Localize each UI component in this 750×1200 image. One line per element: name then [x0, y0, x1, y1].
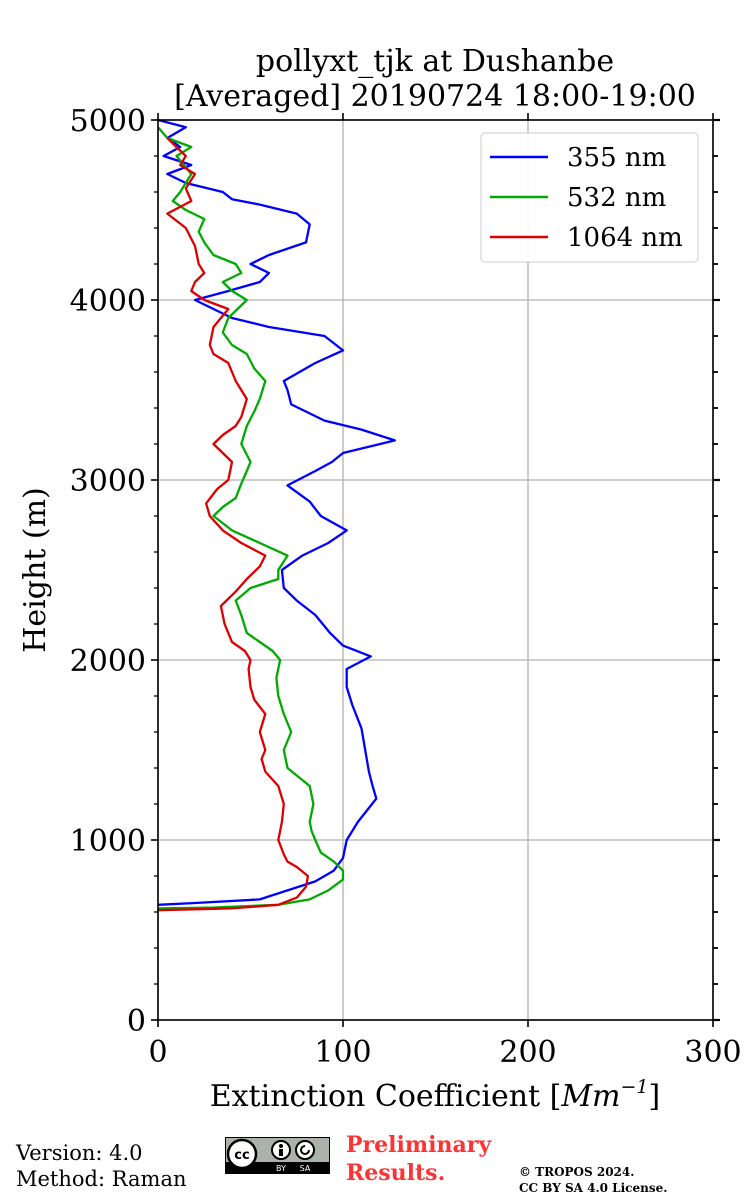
x-axis-label-exponent: −1	[621, 1076, 649, 1098]
method-label: Method: Raman	[16, 1167, 187, 1191]
version-label: Version: 4.0	[16, 1141, 143, 1165]
copyright-label: © TROPOS 2024.	[519, 1165, 635, 1179]
x-tick-label: 300	[684, 1035, 741, 1070]
legend-label: 1064 nm	[567, 223, 683, 253]
sa-text: SA	[300, 1164, 311, 1173]
cc-icon-text: cc	[234, 1148, 249, 1163]
x-axis-label-unit: Mm	[560, 1079, 620, 1114]
x-tick-label: 200	[499, 1035, 556, 1070]
legend: 355 nm 532 nm 1064 nm	[480, 132, 699, 263]
preliminary-results-label-line2: Results.	[346, 1160, 446, 1186]
chart-title: pollyxt_tjk at Dushanbe	[256, 44, 614, 79]
y-axis-label: Height (m)	[18, 487, 53, 652]
y-tick-label: 4000	[70, 284, 146, 319]
series-line-532-nm	[157, 126, 345, 910]
axis-ticks	[151, 113, 720, 1027]
legend-label: 355 nm	[567, 143, 666, 173]
license-label: CC BY SA 4.0 License.	[519, 1181, 668, 1195]
y-tick-label: 1000	[70, 824, 146, 859]
chart-subtitle: [Averaged] 20190724 18:00-19:00	[174, 79, 696, 114]
y-tick-label: 3000	[70, 464, 146, 499]
cc-license-badge: cc BY SA	[225, 1137, 330, 1174]
by-text: BY	[276, 1164, 286, 1173]
plot-area-frame	[157, 119, 714, 1021]
x-axis-label-prefix: Extinction Coefficient [	[210, 1079, 562, 1114]
cc-icon	[226, 1138, 258, 1170]
y-tick-label: 5000	[70, 104, 146, 139]
series-line-355-nm	[157, 118, 396, 906]
x-axis-label-suffix: ]	[649, 1079, 661, 1114]
legend-label: 532 nm	[567, 183, 666, 213]
x-tick-label: 100	[314, 1035, 371, 1070]
y-tick-label: 0	[127, 1004, 146, 1039]
x-tick-label: 0	[148, 1035, 167, 1070]
legend-box	[480, 132, 699, 263]
data-series	[157, 118, 396, 912]
series-line-1064-nm	[157, 137, 310, 912]
y-tick-label: 2000	[70, 644, 146, 679]
extinction-profile-chart: pollyxt_tjk at Dushanbe [Averaged] 20190…	[18, 44, 742, 1114]
share-alike-icon	[295, 1140, 315, 1160]
preliminary-results-label: Preliminary	[346, 1132, 492, 1158]
x-axis-label: Extinction Coefficient [Mm−1]	[210, 1076, 661, 1114]
